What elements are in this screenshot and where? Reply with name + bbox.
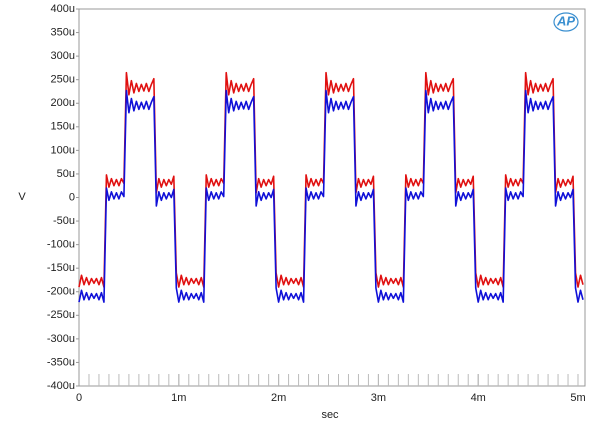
y-tick-label: -250u (47, 309, 75, 321)
series-line (78, 71, 584, 288)
y-tick-label: -100u (47, 239, 75, 251)
plot-frame (78, 8, 586, 387)
x-tick-label: 2m (271, 392, 286, 404)
series-line (78, 89, 584, 303)
x-tick-label: 1m (171, 392, 186, 404)
y-tick-label: 50u (57, 168, 75, 180)
y-tick-label: 200u (51, 97, 75, 109)
y-tick-label: -300u (47, 333, 75, 345)
y-tick-label: 150u (51, 121, 75, 133)
x-tick-label: 5m (570, 392, 585, 404)
x-tick-label: 4m (471, 392, 486, 404)
y-tick-label: 0 (69, 191, 75, 203)
ap-logo: AP (553, 12, 579, 32)
y-tick-label: -150u (47, 262, 75, 274)
y-axis-label: V (18, 191, 26, 203)
y-tick-label: 350u (51, 26, 75, 38)
x-axis-label: sec (321, 409, 339, 421)
y-tick-label: 250u (51, 74, 75, 86)
y-tick-label: -200u (47, 286, 75, 298)
y-tick-label: -350u (47, 356, 75, 368)
y-tick-label: -400u (47, 380, 75, 392)
y-tick-label: 400u (51, 3, 75, 15)
y-tick-label: 300u (51, 50, 75, 62)
x-tick-label: 3m (371, 392, 386, 404)
svg-text:AP: AP (556, 13, 575, 28)
y-tick-label: 100u (51, 144, 75, 156)
y-tick-label: -50u (53, 215, 75, 227)
x-tick-label: 0 (76, 392, 82, 404)
